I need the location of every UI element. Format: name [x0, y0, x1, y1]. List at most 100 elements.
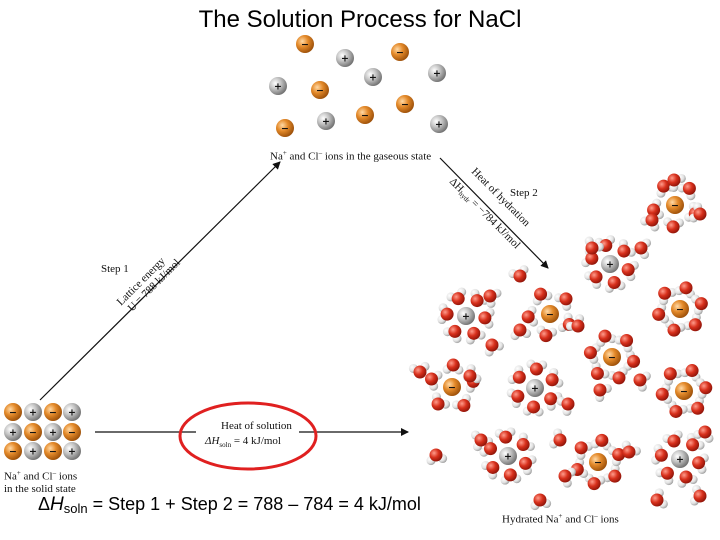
water-molecule: [530, 493, 552, 511]
water-molecule: [692, 453, 709, 474]
water-molecule: [532, 287, 553, 306]
water-molecule: [695, 378, 713, 399]
sodium-ion: +: [671, 450, 689, 468]
chloride-ion: −: [675, 382, 693, 400]
water-molecule: [483, 288, 502, 308]
chloride-ion: −: [391, 43, 409, 61]
solid-state-label: Na+ and Cl– ions in the solid state: [4, 469, 78, 495]
water-molecule: [522, 400, 544, 417]
heat-of-solution-value: ΔHsoln = 4 kJ/mol: [205, 435, 281, 450]
sodium-ion: +: [428, 64, 446, 82]
gas-state-label: Na+ and Cl– ions in the gaseous state: [270, 149, 432, 163]
hydrated-ions-label: Hydrated Na+ and Cl– ions: [502, 512, 619, 526]
chloride-ion: −: [666, 196, 684, 214]
svg-text:+: +: [462, 311, 470, 322]
water-molecule: [516, 432, 535, 452]
svg-text:+: +: [606, 259, 614, 270]
water-molecule: [662, 430, 683, 448]
water-molecule: [686, 432, 705, 452]
svg-text:−: −: [680, 386, 688, 397]
water-molecule: [655, 383, 673, 404]
highlight-ellipse: [178, 401, 318, 471]
step1-arrow: [39, 161, 281, 401]
water-molecule: [481, 460, 500, 480]
sodium-ion: +: [44, 423, 62, 441]
sodium-ion: +: [364, 68, 382, 86]
svg-text:+: +: [433, 68, 441, 79]
water-molecule: [507, 365, 526, 385]
water-molecule: [478, 307, 495, 329]
chloride-ion: −: [443, 378, 461, 396]
svg-text:+: +: [68, 407, 76, 418]
water-molecule: [437, 303, 454, 325]
water-molecule: [451, 393, 471, 413]
svg-text:+: +: [274, 81, 282, 92]
water-molecule: [674, 281, 695, 299]
sodium-ion: +: [4, 423, 22, 441]
step2-arrow: [439, 157, 549, 269]
water-molecule: [667, 173, 686, 192]
water-molecule: [549, 428, 567, 449]
water-molecule: [446, 287, 467, 306]
water-molecule: [500, 468, 522, 485]
water-molecule: [558, 467, 576, 488]
water-molecule: [593, 383, 612, 402]
water-molecule: [652, 303, 670, 324]
svg-text:−: −: [671, 200, 679, 211]
heat-of-solution-title: Heat of solution: [221, 420, 292, 432]
water-molecule: [680, 364, 701, 382]
water-molecule: [508, 265, 529, 283]
sodium-ion: +: [499, 447, 517, 465]
water-molecule: [634, 238, 652, 260]
chloride-ion: −: [276, 119, 294, 137]
svg-text:−: −: [676, 304, 684, 315]
water-molecule: [442, 358, 464, 375]
enthalpy-equation: ΔHsoln = Step 1 + Step 2 = 788 – 784 = 4…: [38, 494, 421, 516]
water-molecule: [621, 440, 641, 459]
chloride-ion: −: [541, 305, 559, 323]
svg-text:−: −: [9, 407, 17, 418]
sodium-ion: +: [24, 403, 42, 421]
water-molecule: [519, 455, 537, 476]
water-molecule: [426, 448, 448, 466]
sodium-ion: +: [601, 255, 619, 273]
svg-text:+: +: [341, 53, 349, 64]
water-molecule: [667, 400, 688, 418]
water-molecule: [640, 213, 660, 232]
svg-text:−: −: [361, 110, 369, 121]
water-molecule: [602, 464, 622, 483]
water-molecule: [431, 392, 451, 411]
water-molecule: [621, 260, 639, 282]
water-molecule: [693, 425, 714, 443]
svg-text:+: +: [676, 454, 684, 465]
water-molecule: [465, 326, 486, 345]
svg-text:−: −: [448, 382, 456, 393]
water-molecule: [494, 427, 516, 444]
svg-text:−: −: [316, 85, 324, 96]
sodium-ion: +: [317, 112, 335, 130]
water-molecule: [536, 325, 558, 343]
water-molecule: [584, 236, 604, 255]
water-molecule: [556, 396, 575, 416]
water-molecule: [655, 466, 674, 486]
water-molecule: [658, 286, 677, 306]
chloride-ion: −: [4, 442, 22, 460]
water-molecule: [677, 181, 696, 201]
water-molecule: [425, 370, 443, 391]
water-molecule: [596, 329, 617, 347]
water-molecule: [604, 276, 626, 293]
svg-text:−: −: [9, 446, 17, 457]
sodium-ion: +: [63, 403, 81, 421]
water-molecule: [590, 433, 612, 451]
svg-text:+: +: [68, 446, 76, 457]
svg-text:−: −: [594, 457, 602, 468]
svg-text:+: +: [504, 451, 512, 462]
water-molecule: [506, 388, 525, 409]
svg-text:−: −: [29, 427, 37, 438]
svg-text:+: +: [9, 427, 17, 438]
svg-text:−: −: [281, 123, 289, 134]
water-molecule: [584, 473, 606, 491]
molecules-layer: −+−++ +−−−+−+− + − ++ − + −− + − ++−+ −+−−−+− +−: [4, 35, 714, 511]
water-molecule: [584, 270, 603, 289]
water-molecule: [651, 444, 668, 465]
